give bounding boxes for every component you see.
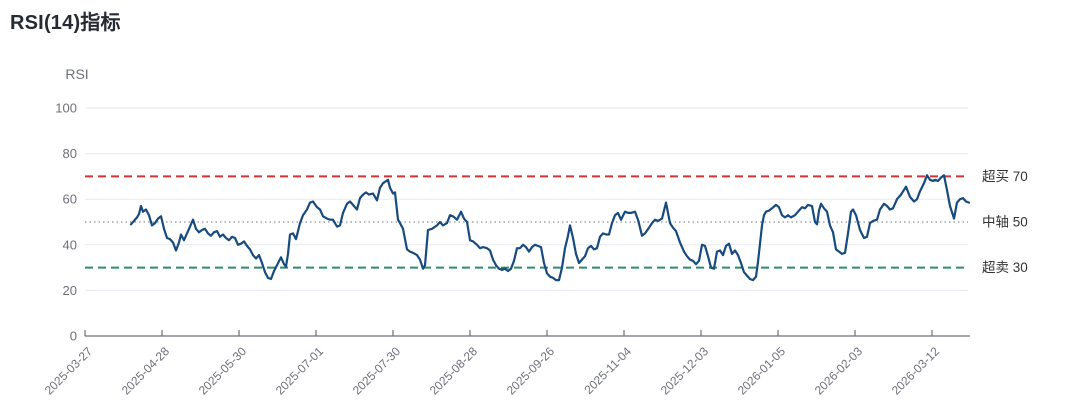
midline-label: 中轴 50 <box>982 215 1028 230</box>
y-tick-label: 80 <box>63 146 77 161</box>
y-tick-label: 20 <box>63 283 77 298</box>
y-tick-label: 60 <box>63 192 77 207</box>
x-tick-label: 2025-09-26 <box>504 344 558 398</box>
x-tick-label: 2026-03-12 <box>889 344 943 398</box>
x-tick-label: 2026-01-05 <box>735 344 789 398</box>
rsi-line <box>129 174 971 282</box>
x-tick-label: 2026-02-03 <box>812 344 866 398</box>
x-tick-label: 2025-07-30 <box>350 344 404 398</box>
overbought-label: 超买 70 <box>982 169 1028 184</box>
y-tick-label: 100 <box>55 101 77 116</box>
x-tick-label: 2025-08-28 <box>427 344 481 398</box>
x-tick-label: 2025-04-28 <box>119 344 173 398</box>
x-tick-label: 2025-12-03 <box>658 344 712 398</box>
oversold-label: 超卖 30 <box>982 260 1028 275</box>
y-axis-name: RSI <box>65 66 89 82</box>
page-title: RSI(14)指标 <box>10 12 121 34</box>
y-tick-label: 0 <box>70 329 77 344</box>
x-tick-label: 2025-05-30 <box>196 344 250 398</box>
x-tick-label: 2025-03-27 <box>42 344 96 398</box>
x-tick-label: 2025-11-04 <box>581 344 634 397</box>
x-tick-label: 2025-07-01 <box>273 344 327 398</box>
y-tick-label: 40 <box>63 237 77 252</box>
